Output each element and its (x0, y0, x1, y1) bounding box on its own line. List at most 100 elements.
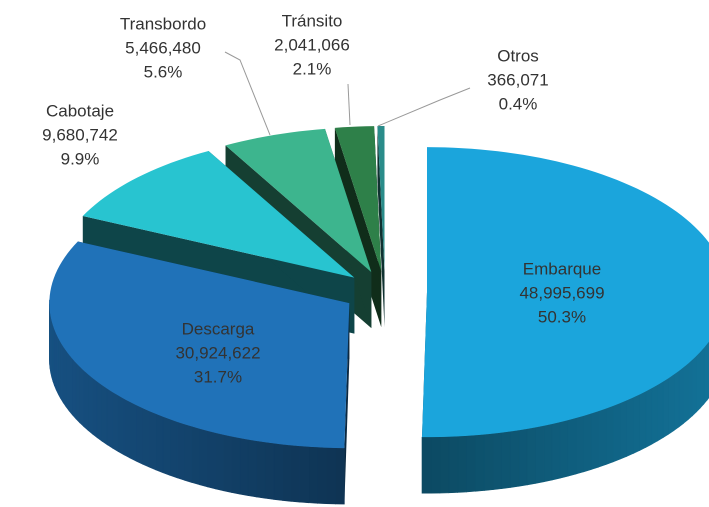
category-label: Embarque (523, 259, 601, 278)
slice-side (683, 362, 689, 424)
slice-side (668, 373, 675, 435)
percent-label: 31.7% (194, 367, 242, 386)
slice-side (687, 359, 693, 421)
slice-side (273, 443, 283, 501)
slice-side (231, 436, 241, 495)
labels: Embarque 48,995,699 50.3% Descarga 30,924,62… (42, 11, 604, 386)
slice-side (645, 387, 653, 448)
slice-side (58, 338, 61, 399)
slice-side (72, 357, 77, 420)
slice (49, 241, 350, 505)
slice-side (55, 333, 59, 395)
slice-side (256, 440, 266, 499)
category-label: Transbordo (120, 14, 206, 33)
percent-label: 9.9% (61, 149, 100, 168)
slice-side (699, 347, 705, 409)
slice-side (155, 413, 164, 474)
slice-side (123, 398, 131, 459)
slice-side (526, 426, 536, 486)
slice-side (335, 447, 345, 505)
slice-side (657, 380, 664, 442)
slice-side (129, 401, 137, 462)
slice-side (518, 428, 528, 487)
slice-side (264, 441, 275, 500)
slice-side (632, 393, 640, 454)
slice-side (703, 343, 708, 405)
slice-side (162, 416, 171, 476)
slice-side (605, 405, 614, 466)
slice-side (421, 436, 432, 494)
category-label: Cabotaje (46, 101, 114, 120)
value-label: 5,466,480 (125, 38, 201, 57)
slice-side (466, 434, 476, 493)
slice-side (326, 447, 336, 505)
slice-side (575, 415, 584, 475)
slice-side (551, 421, 561, 481)
slice-side (75, 361, 80, 424)
slice-side (117, 395, 125, 456)
slice-side (191, 426, 200, 486)
slice-side (282, 444, 292, 502)
slice-side (79, 365, 84, 428)
slice-side (662, 377, 669, 439)
percent-label: 0.4% (499, 94, 538, 113)
category-label: Otros (497, 46, 539, 65)
pie (49, 126, 709, 505)
slice-side (223, 434, 232, 493)
slice-side (101, 384, 108, 446)
slice-side (535, 425, 545, 484)
slice-side (583, 413, 592, 473)
leader-line (347, 83, 351, 126)
slice-side (543, 423, 553, 483)
value-label: 2,041,066 (274, 35, 350, 54)
slice-side (215, 432, 224, 492)
slice-top (377, 126, 385, 272)
slice-top (82, 150, 355, 278)
slice-side (62, 345, 67, 408)
slice-side (483, 433, 494, 491)
slice-side (184, 423, 193, 483)
percent-label: 50.3% (538, 307, 586, 326)
slice-side (567, 417, 577, 477)
value-label: 30,924,622 (175, 343, 260, 362)
percent-label: 2.1% (293, 59, 332, 78)
slice-top (225, 128, 372, 273)
slice-side (317, 446, 327, 505)
slice-side (501, 431, 511, 489)
slice-side (612, 402, 621, 463)
slice-side (106, 388, 113, 449)
category-label: Tránsito (282, 11, 343, 30)
slice-side (68, 353, 73, 416)
slice-side (619, 399, 627, 460)
slice-side (430, 436, 441, 494)
slice-side (673, 370, 680, 432)
slice-side (696, 351, 701, 413)
slice-side (83, 369, 89, 431)
slice-side (692, 355, 697, 417)
slice-side (199, 428, 208, 488)
slice-side (509, 429, 520, 488)
slice-side (559, 419, 569, 479)
slice-side (457, 435, 467, 493)
slice-side (87, 373, 93, 435)
slice-side (247, 439, 257, 498)
leader-line (377, 87, 471, 127)
slice-side (299, 445, 310, 504)
value-label: 9,680,742 (42, 125, 118, 144)
slice-side (448, 436, 459, 494)
slice-side (135, 404, 143, 465)
slice-side (60, 341, 64, 404)
slice-side (651, 384, 658, 445)
slice-side (148, 410, 157, 471)
category-label: Descarga (182, 319, 255, 338)
slice-side (308, 446, 318, 504)
slice-side (142, 407, 150, 468)
value-label: 48,995,699 (519, 283, 604, 302)
slice-side (207, 430, 216, 490)
slice-side (475, 434, 485, 492)
slice (421, 147, 709, 494)
slice-side (92, 377, 98, 439)
percent-label: 5.6% (144, 62, 183, 81)
slice (377, 126, 385, 328)
